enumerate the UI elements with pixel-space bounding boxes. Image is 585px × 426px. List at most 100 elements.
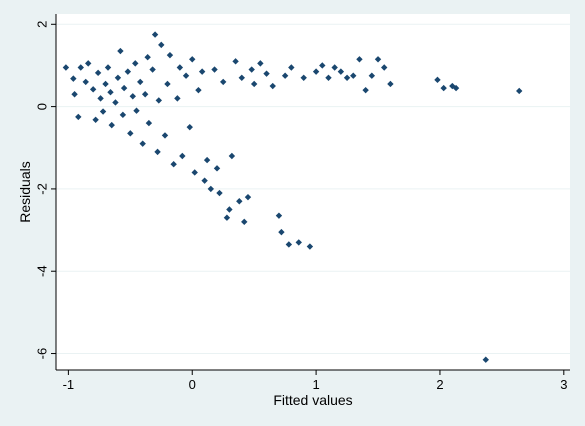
data-point [107,88,114,96]
data-point [139,140,146,147]
data-point [129,93,136,100]
y-tick-label: -2 [34,183,49,195]
data-point [295,239,302,246]
data-point [189,56,196,63]
data-point [232,58,239,65]
data-point [119,111,127,119]
data-point [108,121,115,129]
data-point [275,212,283,219]
data-point [201,177,208,184]
data-point [269,82,276,90]
data-point [133,107,140,114]
data-point [281,72,289,79]
data-point [285,241,293,248]
data-point [144,54,151,61]
data-point [154,148,161,156]
data-point [216,189,223,197]
data-point [191,169,198,176]
data-point [226,206,233,213]
x-tick-label: 1 [312,377,319,392]
data-point [155,97,162,104]
data-point [331,64,338,71]
data-point [516,87,523,95]
y-axis-label: Residuals [17,161,33,222]
data-point [381,64,388,71]
data-point [248,66,255,73]
data-point [151,31,159,38]
data-point [132,60,139,67]
data-point [250,80,258,88]
data-point [228,152,236,160]
data-point [99,108,107,115]
data-point [452,84,460,92]
data-point [337,68,345,75]
data-point [238,74,245,81]
data-point [112,99,119,106]
data-point [362,86,369,94]
x-tick-label: 2 [436,377,443,392]
data-point [164,80,171,88]
data-point [257,60,264,67]
data-point [92,116,99,123]
y-tick-label: 2 [34,21,49,28]
data-point [149,66,156,73]
data-point [166,51,174,59]
data-point [241,218,248,226]
x-tick-label: 3 [560,377,567,392]
data-point [170,161,177,168]
data-point [368,72,376,79]
data-point [207,185,215,193]
data-point [223,214,231,221]
data-point [325,74,332,81]
y-ticks: 2 0 -2 -4 -6 [34,21,56,360]
data-point [179,152,186,160]
data-point [220,78,227,86]
data-points [62,31,523,363]
data-point [127,130,134,137]
data-point [263,70,270,77]
data-point [141,91,149,98]
data-point [244,193,252,201]
data-point [306,243,314,250]
data-point [176,64,184,71]
y-tick-label: -4 [34,265,49,277]
data-point [62,64,70,71]
data-point [174,95,181,102]
data-point [356,56,363,63]
data-point [203,156,211,164]
data-point [104,64,112,71]
data-point [387,80,394,88]
data-point [102,80,109,88]
y-tick-label: -6 [34,348,49,360]
data-point [288,64,295,71]
x-axis-label: Fitted values [273,392,352,408]
data-point [195,86,202,94]
data-point [198,68,206,75]
data-point [85,60,92,67]
data-point [117,47,124,55]
data-point [343,74,351,81]
x-tick-label: -1 [63,377,75,392]
data-point [137,78,144,86]
data-point [114,74,122,81]
data-point [97,95,104,102]
data-point [374,56,382,63]
data-point [278,228,285,236]
data-point [75,113,82,121]
data-point [94,69,102,77]
data-point [145,119,153,127]
x-tick-label: 0 [189,377,196,392]
y-tick-label: 0 [34,103,49,110]
data-point [77,64,84,71]
data-point [182,72,190,79]
data-point [312,68,320,75]
data-point [482,356,489,363]
x-ticks: -1 0 1 2 3 [63,370,567,392]
data-point [236,198,243,205]
data-point [120,84,128,92]
data-point [71,91,78,98]
data-point [213,165,221,172]
gridlines [56,23,570,355]
data-point [186,123,193,131]
data-point [124,68,132,75]
